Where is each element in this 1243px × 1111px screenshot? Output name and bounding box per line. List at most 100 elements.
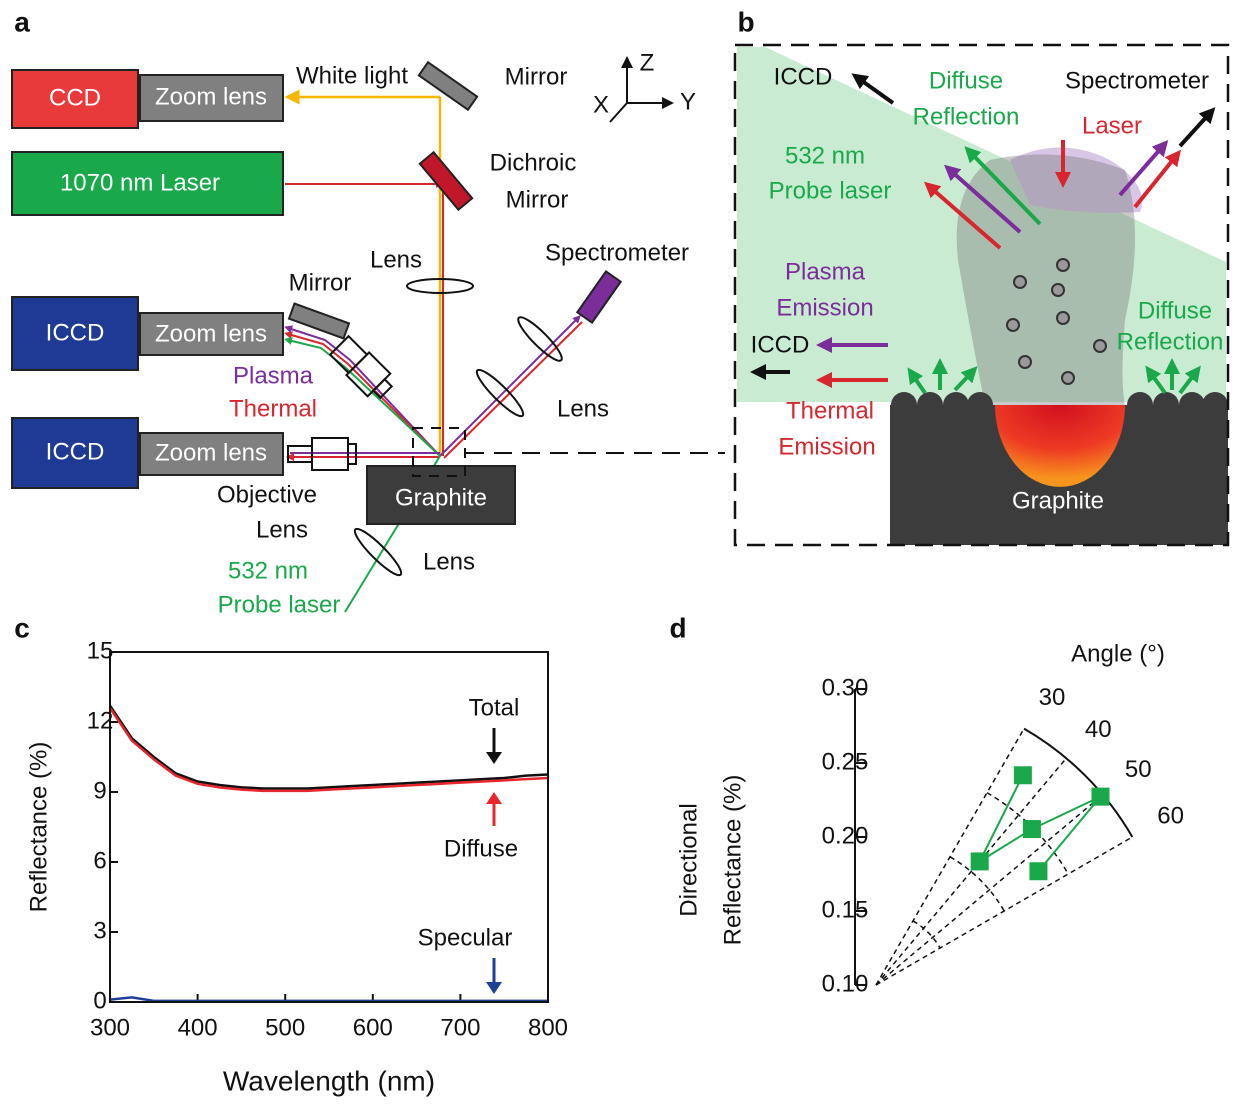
panel-label: d [669,612,686,643]
particle [1094,340,1106,352]
label: ICCD [774,63,833,90]
marker [1029,862,1047,880]
mirror [419,62,477,110]
bump [943,392,969,418]
label: Plasma [785,258,866,285]
y-tick-label: 3 [93,917,106,944]
particle [1057,312,1069,324]
label: White light [296,62,408,89]
axis-label: X [593,91,609,118]
lens [472,365,527,420]
box-label: Zoom lens [155,439,267,466]
x-tick-label: 800 [528,1014,568,1041]
grid-ray [876,795,1103,985]
label: Mirror [289,269,352,296]
y-tick-label: 0 [93,987,106,1014]
y-tick-label: 9 [93,777,106,804]
r-tick-label: 0.20 [822,822,869,849]
label: Thermal [786,397,874,424]
marker [1023,820,1041,838]
panel-a: CCD Zoom lens 1070 nm Laser ICCD Zoom le… [12,49,725,618]
y-tick-label: 6 [93,847,106,874]
label: Lens [256,516,308,543]
label: Plasma [233,362,314,389]
label: Thermal [229,395,317,422]
r-tick-label: 0.25 [822,748,869,775]
grid-ray [876,729,1024,985]
bump [891,392,917,418]
x-tick-label: 300 [90,1014,130,1041]
label: 532 nm [785,142,865,169]
grid-ray [876,837,1132,985]
box-label: CCD [49,84,101,111]
box-label: Zoom lens [155,320,267,347]
figure: a b c d CCD Zoom lens 1070 nm Laser ICCD… [0,0,1243,1111]
box-label: ICCD [46,438,105,465]
bump [1127,392,1153,418]
panel-label: b [737,6,754,37]
series-label: Specular [418,924,513,951]
spectrometer [577,271,620,322]
r-tick-label: 0.10 [822,970,869,997]
bump [1179,392,1205,418]
arrow [1180,113,1210,146]
particle [1019,356,1031,368]
label: Lens [423,548,475,575]
x-axis-label: Wavelength (nm) [223,1065,435,1096]
label: Reflection [913,103,1020,130]
axis-label: Y [680,88,696,115]
bump [917,392,943,418]
panel-label: a [14,6,30,37]
panel-b: Graphite ICCD Diffuse Reflection Spectro… [735,45,1228,545]
series-arrowhead [486,792,502,804]
label: Lens [557,395,609,422]
label: Probe laser [769,177,892,204]
x-tick-label: 500 [265,1014,305,1041]
panel-label: c [14,612,30,643]
series-arrowhead [486,982,502,994]
axis-arrow [610,103,627,122]
theta-tick-label: 40 [1085,716,1112,743]
label: Mirror [505,63,568,90]
series-label: Total [469,694,520,721]
label: Lens [370,246,422,273]
label: Mirror [506,186,569,213]
theta-axis-label: Angle (°) [1071,640,1165,667]
label: Spectrometer [545,239,689,266]
arrow [1120,146,1163,195]
y-axis-label: Directional [675,803,702,916]
series-line [110,997,548,1001]
arrow [1135,156,1176,207]
label: Dichroic [490,149,577,176]
theta-tick-label: 50 [1125,756,1152,783]
box-label: 1070 nm Laser [60,169,220,196]
objective-lens [328,334,397,403]
particle [1062,372,1074,384]
marker [1014,766,1032,784]
theta-tick-label: 30 [1039,684,1066,711]
box-label: Graphite [395,484,487,511]
dichroic-mirror [420,152,472,210]
label: Reflection [1117,328,1224,355]
series-label: Diffuse [444,835,518,862]
label: Emission [776,294,873,321]
marker [1091,788,1109,806]
particle [1007,319,1019,331]
particle [1057,259,1069,271]
marker [971,852,989,870]
r-tick-label: 0.30 [822,674,869,701]
label: Probe laser [218,591,341,618]
particle [1014,276,1026,288]
lens [350,524,405,579]
beam [440,318,578,456]
r-tick-label: 0.15 [822,896,869,923]
axis-label: Z [640,49,655,76]
theta-tick-label: 60 [1157,802,1184,829]
label: Spectrometer [1065,67,1209,94]
label: Laser [1082,112,1142,139]
plume [957,154,1135,405]
label: Graphite [1012,487,1104,514]
mirror [289,304,349,339]
grid-arc [913,921,940,948]
